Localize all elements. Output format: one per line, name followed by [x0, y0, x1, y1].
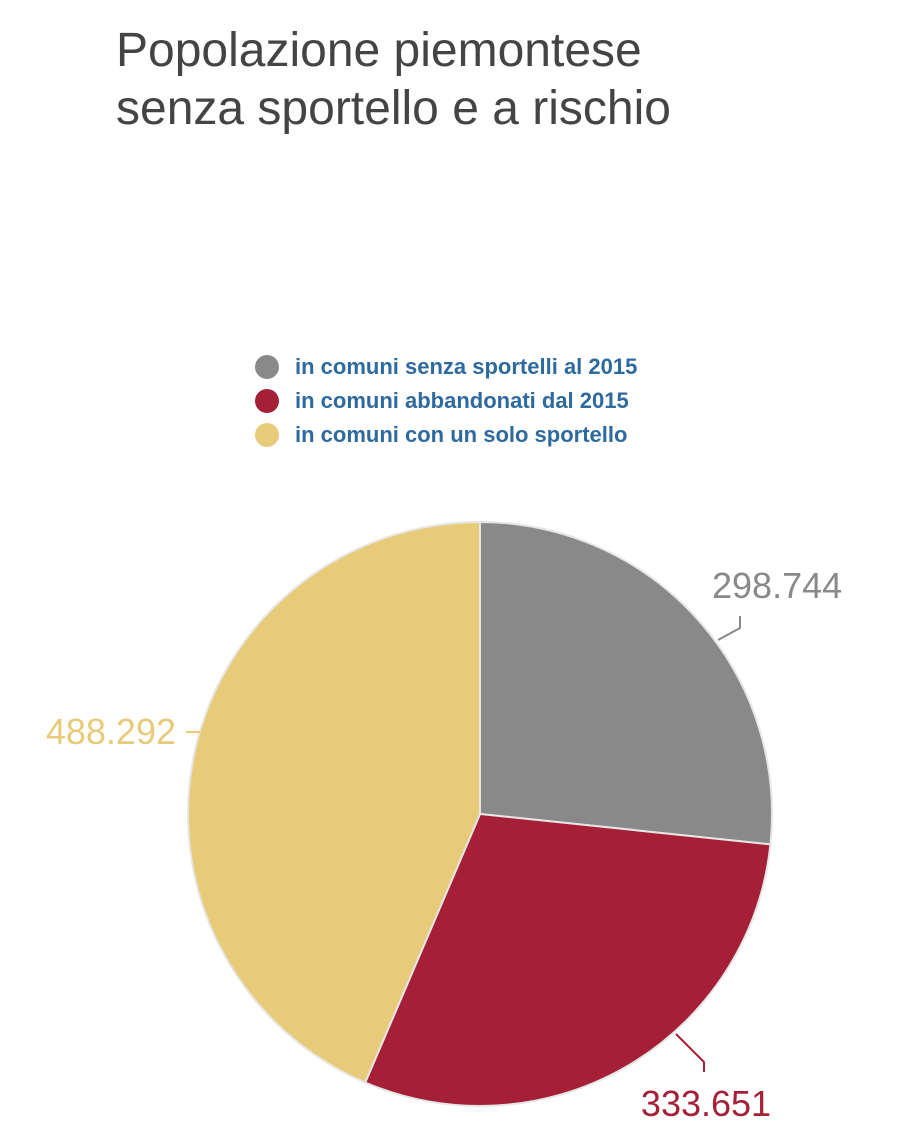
chart-title-line-2: senza sportello e a rischio [116, 82, 671, 135]
pie-slice-abbandonati[interactable] [363, 812, 772, 1107]
pie-slice-solo-sportello[interactable] [187, 520, 481, 1084]
legend-item-senza-sportelli[interactable]: in comuni senza sportelli al 2015 [255, 350, 715, 384]
data-label-senza-sportelli: 298.744 [712, 565, 842, 606]
legend-item-abbandonati[interactable]: in comuni abbandonati dal 2015 [255, 384, 715, 418]
legend-label-abbandonati: in comuni abbandonati dal 2015 [295, 388, 629, 413]
chart-title-line-1: Popolazione piemontese [116, 24, 642, 77]
legend-item-solo-sportello[interactable]: in comuni con un solo sportello [255, 418, 715, 452]
chart-title: Popolazione piemontese senza sportello e… [116, 22, 816, 138]
legend-label-senza-sportelli: in comuni senza sportelli al 2015 [295, 354, 638, 379]
leader-line-abbandonati [675, 1033, 705, 1072]
legend-swatch-solo-sportello [255, 423, 279, 447]
leader-line-senza-sportelli [717, 616, 741, 641]
legend-swatch-senza-sportelli [255, 355, 279, 379]
data-label-solo-sportello: 488.292 [46, 711, 176, 752]
pie-slice-senza-sportelli[interactable] [479, 520, 773, 846]
legend-swatch-abbandonati [255, 389, 279, 413]
chart-legend: in comuni senza sportelli al 2015 in com… [255, 350, 715, 452]
legend-label-solo-sportello: in comuni con un solo sportello [295, 422, 628, 447]
data-label-abbandonati: 333.651 [641, 1083, 771, 1124]
